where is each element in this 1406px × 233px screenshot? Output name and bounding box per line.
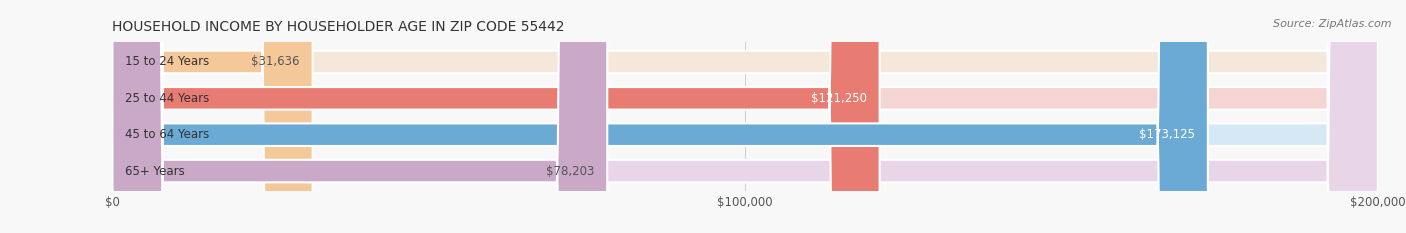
Text: $121,250: $121,250 — [811, 92, 868, 105]
FancyBboxPatch shape — [112, 0, 607, 233]
Text: 65+ Years: 65+ Years — [125, 164, 184, 178]
FancyBboxPatch shape — [112, 0, 1378, 233]
Text: HOUSEHOLD INCOME BY HOUSEHOLDER AGE IN ZIP CODE 55442: HOUSEHOLD INCOME BY HOUSEHOLDER AGE IN Z… — [112, 20, 565, 34]
FancyBboxPatch shape — [112, 0, 1208, 233]
Text: $78,203: $78,203 — [547, 164, 595, 178]
Text: 15 to 24 Years: 15 to 24 Years — [125, 55, 209, 69]
FancyBboxPatch shape — [112, 0, 880, 233]
Text: 25 to 44 Years: 25 to 44 Years — [125, 92, 209, 105]
FancyBboxPatch shape — [112, 0, 1378, 233]
FancyBboxPatch shape — [112, 0, 1378, 233]
Text: $31,636: $31,636 — [252, 55, 299, 69]
Text: 45 to 64 Years: 45 to 64 Years — [125, 128, 209, 141]
FancyBboxPatch shape — [112, 0, 1378, 233]
Text: $173,125: $173,125 — [1139, 128, 1195, 141]
FancyBboxPatch shape — [112, 0, 312, 233]
Text: Source: ZipAtlas.com: Source: ZipAtlas.com — [1274, 19, 1392, 29]
